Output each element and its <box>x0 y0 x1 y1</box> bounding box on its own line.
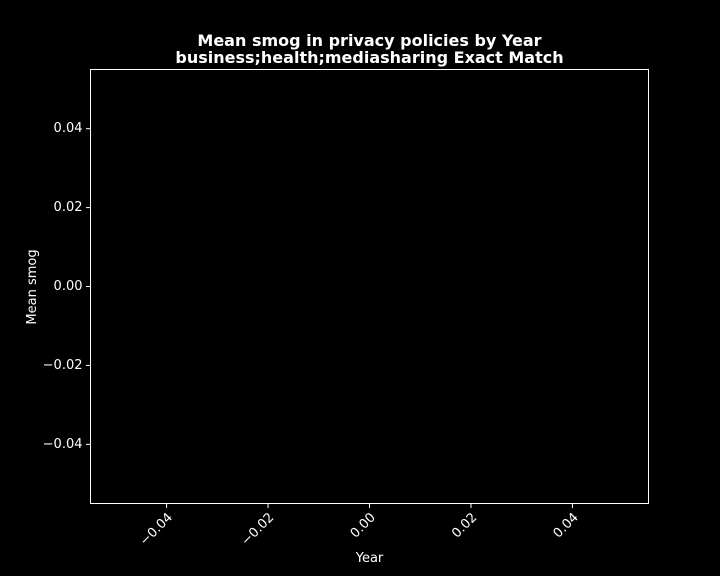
x-axis-label: Year <box>355 551 384 566</box>
chart-subtitle: business;health;mediasharing Exact Match <box>175 48 563 67</box>
y-axis-label: Mean smog <box>25 249 40 324</box>
y-tick-label: −0.02 <box>43 358 83 373</box>
y-tick-label: 0.02 <box>54 200 83 215</box>
y-tick-label: 0.00 <box>54 279 83 294</box>
y-tick-label: 0.04 <box>54 121 83 136</box>
y-axis: −0.04 −0.02 0.00 0.02 0.04 <box>43 121 91 452</box>
y-tick-label: −0.04 <box>43 437 83 452</box>
chart-title: Mean smog in privacy policies by Year <box>197 31 541 50</box>
